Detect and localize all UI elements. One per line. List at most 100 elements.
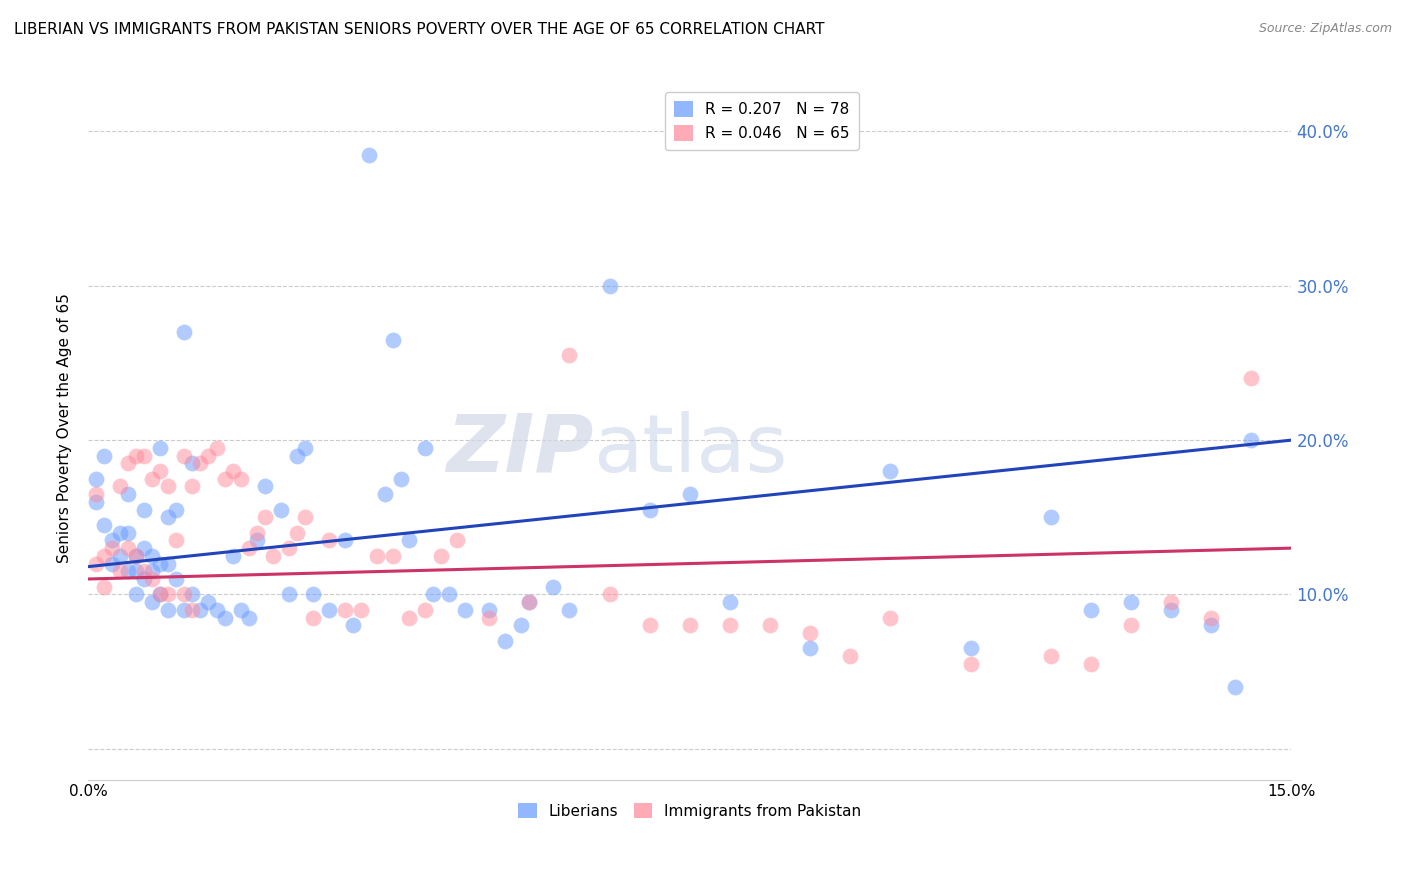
Point: [141, 572, 163, 586]
Point: [157, 557, 180, 571]
Point: [301, 587, 323, 601]
Point: [221, 549, 243, 563]
Point: [134, 564, 156, 578]
Point: [389, 472, 412, 486]
Point: [277, 541, 299, 555]
Point: [190, 456, 212, 470]
Point: [110, 564, 132, 578]
Point: [125, 587, 148, 601]
Point: [342, 618, 364, 632]
Point: [149, 587, 172, 601]
Point: [759, 618, 782, 632]
Point: [197, 595, 219, 609]
Point: [357, 147, 380, 161]
Point: [382, 549, 405, 563]
Point: [638, 502, 661, 516]
Point: [1199, 618, 1222, 632]
Point: [1119, 595, 1142, 609]
Point: [318, 533, 340, 548]
Point: [959, 657, 981, 671]
Point: [1225, 680, 1247, 694]
Point: [543, 580, 565, 594]
Point: [454, 603, 477, 617]
Point: [246, 525, 269, 540]
Point: [173, 449, 195, 463]
Point: [294, 441, 316, 455]
Text: ZIP: ZIP: [446, 410, 593, 489]
Point: [134, 572, 156, 586]
Point: [638, 618, 661, 632]
Point: [157, 603, 180, 617]
Point: [214, 610, 236, 624]
Point: [110, 479, 132, 493]
Point: [181, 456, 204, 470]
Point: [101, 533, 124, 548]
Point: [110, 549, 132, 563]
Point: [93, 580, 115, 594]
Point: [221, 464, 243, 478]
Text: atlas: atlas: [593, 410, 787, 489]
Point: [197, 449, 219, 463]
Point: [413, 441, 436, 455]
Point: [149, 587, 172, 601]
Point: [301, 610, 323, 624]
Point: [157, 587, 180, 601]
Point: [879, 464, 901, 478]
Point: [1080, 657, 1102, 671]
Point: [125, 564, 148, 578]
Point: [333, 533, 356, 548]
Point: [1160, 595, 1182, 609]
Point: [84, 557, 107, 571]
Point: [125, 549, 148, 563]
Point: [959, 641, 981, 656]
Point: [125, 449, 148, 463]
Point: [350, 603, 373, 617]
Point: [229, 472, 252, 486]
Point: [382, 333, 405, 347]
Point: [117, 456, 139, 470]
Point: [599, 587, 621, 601]
Point: [446, 533, 468, 548]
Point: [398, 533, 420, 548]
Point: [270, 502, 292, 516]
Point: [430, 549, 453, 563]
Point: [718, 618, 741, 632]
Point: [366, 549, 388, 563]
Point: [799, 626, 821, 640]
Point: [1039, 510, 1062, 524]
Point: [879, 610, 901, 624]
Point: [558, 603, 581, 617]
Point: [93, 518, 115, 533]
Point: [333, 603, 356, 617]
Point: [494, 633, 516, 648]
Point: [1240, 433, 1263, 447]
Point: [679, 618, 702, 632]
Point: [149, 441, 172, 455]
Point: [93, 449, 115, 463]
Point: [1199, 610, 1222, 624]
Point: [238, 610, 260, 624]
Point: [173, 325, 195, 339]
Point: [1039, 649, 1062, 664]
Point: [165, 572, 187, 586]
Point: [1119, 618, 1142, 632]
Point: [285, 525, 308, 540]
Point: [558, 348, 581, 362]
Point: [134, 449, 156, 463]
Point: [157, 479, 180, 493]
Point: [134, 541, 156, 555]
Point: [190, 603, 212, 617]
Point: [141, 595, 163, 609]
Point: [149, 464, 172, 478]
Point: [285, 449, 308, 463]
Point: [1160, 603, 1182, 617]
Point: [181, 587, 204, 601]
Point: [318, 603, 340, 617]
Point: [478, 610, 501, 624]
Point: [374, 487, 396, 501]
Point: [149, 557, 172, 571]
Point: [214, 472, 236, 486]
Y-axis label: Seniors Poverty Over the Age of 65: Seniors Poverty Over the Age of 65: [58, 293, 72, 564]
Point: [110, 525, 132, 540]
Text: Source: ZipAtlas.com: Source: ZipAtlas.com: [1258, 22, 1392, 36]
